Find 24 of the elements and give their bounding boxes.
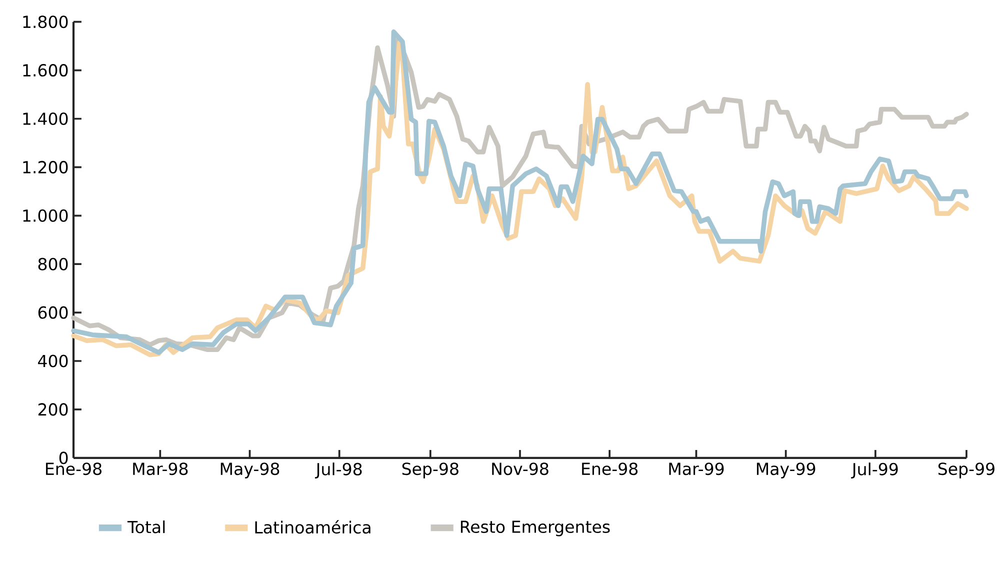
y-tick-label: 0 (59, 452, 68, 464)
x-tick-label: Nov-98 (492, 462, 548, 475)
legend-label: Total (127, 520, 165, 534)
y-tick-label: 1.800 (23, 15, 68, 28)
y-tick-label: 1.200 (23, 160, 68, 174)
y-tick-label: 1.000 (23, 209, 68, 222)
y-tick-label: 1.600 (23, 64, 68, 76)
y-tick-label: 800 (38, 258, 68, 270)
x-tick-label: Ene-98 (46, 462, 102, 475)
x-tick-label: May-98 (220, 462, 280, 478)
x-tick-label: Jul-99 (851, 462, 898, 478)
x-tick-label: Ene-98 (582, 462, 638, 475)
y-tick-label: 400 (38, 354, 68, 368)
x-tick-label: Mar-99 (669, 462, 724, 475)
legend-label: Latinoamérica (255, 520, 370, 534)
x-tick-label: Sep-98 (402, 462, 458, 478)
legend-label: Resto Emergentes (460, 520, 610, 536)
y-tick-label: 200 (38, 403, 68, 416)
x-tick-label: Mar-98 (133, 462, 188, 475)
x-tick-label: May-99 (756, 462, 816, 478)
x-tick-label: Jul-98 (314, 462, 362, 478)
y-tick-label: 1.400 (23, 112, 68, 125)
x-tick-label: Sep-99 (938, 462, 994, 478)
y-tick-label: 600 (38, 306, 68, 319)
